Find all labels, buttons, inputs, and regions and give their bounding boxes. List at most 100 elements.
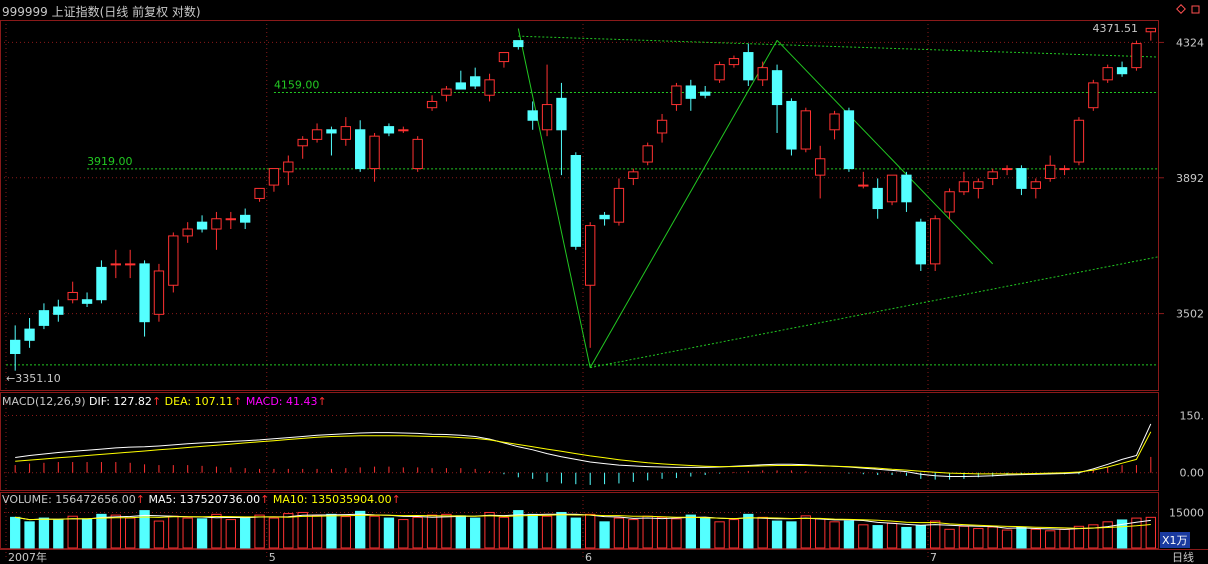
volume-bar (728, 519, 740, 549)
volume-bar (628, 519, 639, 549)
zigzag-line (589, 40, 778, 368)
candle-body (96, 266, 107, 301)
volume-bar (1116, 519, 1128, 549)
volume-bar (1059, 528, 1070, 549)
volume-bar (858, 524, 869, 549)
volume-bar (225, 519, 236, 549)
y-tick-label-macd: 0.00 (1180, 467, 1205, 480)
candle-body (153, 270, 165, 315)
volume-bar (24, 521, 35, 549)
volume-bar (426, 514, 438, 549)
candle-body (412, 138, 423, 170)
volume-bar (1001, 529, 1013, 549)
volume-bar (843, 520, 855, 549)
volume-bar (67, 515, 78, 549)
y-tick-label-volume: 15000 (1169, 506, 1204, 519)
volume-up-arrow-icon: ↑ (135, 493, 145, 506)
candle-body (1059, 168, 1070, 171)
volume-bar (283, 513, 294, 549)
volume-bar (743, 513, 754, 549)
volume-bar (1073, 525, 1085, 549)
volume-bar (987, 526, 998, 549)
main-panel-frame (0, 20, 1159, 391)
x-tick-label: 2007年 (8, 550, 47, 564)
candle-body (585, 225, 596, 286)
volume-bar (1045, 530, 1056, 549)
candle-body (1073, 119, 1085, 163)
candle-body (355, 129, 366, 170)
candle-body (513, 40, 524, 48)
macd-panel-frame (0, 392, 1159, 491)
volume-bar (685, 514, 696, 549)
volume-bar (1030, 528, 1041, 549)
volume-bar (311, 515, 323, 549)
candle-body (340, 126, 351, 140)
chart-title: 999999 上证指数(日线 前复权 对数) (2, 3, 201, 20)
candle-body (700, 91, 711, 96)
candle-body (757, 67, 768, 81)
volume-bar (915, 525, 926, 549)
candle-body (1102, 67, 1113, 81)
volume-bar (53, 519, 64, 549)
dif-up-arrow-icon: ↑ (151, 395, 162, 408)
volume-bar (541, 515, 553, 549)
dea-line (15, 431, 1152, 475)
volume-bar (585, 513, 596, 549)
candle-body (254, 187, 265, 199)
volume-header: VOLUME: 156472656.00↑ MA5: 137520736.00↑… (2, 493, 401, 506)
candle-body (800, 110, 811, 150)
volume-bar (10, 516, 21, 549)
candle-body (541, 104, 553, 131)
lower-channel-line (590, 256, 1159, 369)
candle-body (671, 85, 682, 106)
x-tick-label: 7 (930, 551, 937, 564)
candle-body (1145, 27, 1156, 33)
candle-body (240, 214, 251, 223)
candle-body (987, 171, 998, 179)
candle-body (1116, 67, 1128, 75)
high-price-label: 4371.51 (1093, 22, 1139, 35)
x-tick-label: 5 (269, 551, 276, 564)
volume-bar (455, 515, 466, 549)
macd-name: MACD(12,26,9) (2, 395, 86, 408)
candle-body (470, 76, 481, 87)
volume-bar (1102, 521, 1113, 549)
volume-bar (81, 518, 93, 549)
macd-dea-label: DEA: 107.11 (164, 395, 234, 408)
x-tick-label: 6 (585, 551, 592, 564)
volume-bar (944, 528, 955, 549)
volume-bar (383, 517, 395, 549)
candle-body (196, 221, 208, 230)
candle-body (81, 299, 93, 304)
y-tick-label-main: 3502 (1176, 308, 1204, 321)
volume-bar (398, 519, 409, 549)
candle-body (915, 221, 926, 265)
candle-body (24, 328, 35, 341)
volume-bar (254, 514, 265, 549)
title-text: 999999 上证指数(日线 前复权 对数) (2, 5, 201, 19)
candle-body (743, 52, 754, 81)
volume-bar (613, 517, 625, 549)
volume-bar (153, 520, 165, 549)
volume-bar (771, 520, 783, 549)
volume-bar (930, 520, 941, 549)
candle-body (211, 218, 222, 230)
volume-bar (527, 513, 538, 549)
candle-body (527, 110, 538, 121)
candle-body (599, 214, 610, 220)
candle-body (930, 218, 941, 265)
volume-bar (268, 517, 280, 549)
candle-body (1001, 168, 1013, 171)
volume-bar (297, 511, 308, 549)
volume-bar (355, 510, 366, 549)
volume-bar (599, 521, 610, 549)
period-label[interactable]: 日线 (1172, 549, 1194, 564)
volume-unit-badge: X1万 (1160, 532, 1190, 548)
volume-bar (182, 517, 193, 549)
volume-bar (556, 511, 567, 549)
level-label: 4159.00 (274, 78, 320, 91)
volume-bar (326, 513, 337, 549)
y-tick-label-main: 4324 (1176, 36, 1204, 49)
